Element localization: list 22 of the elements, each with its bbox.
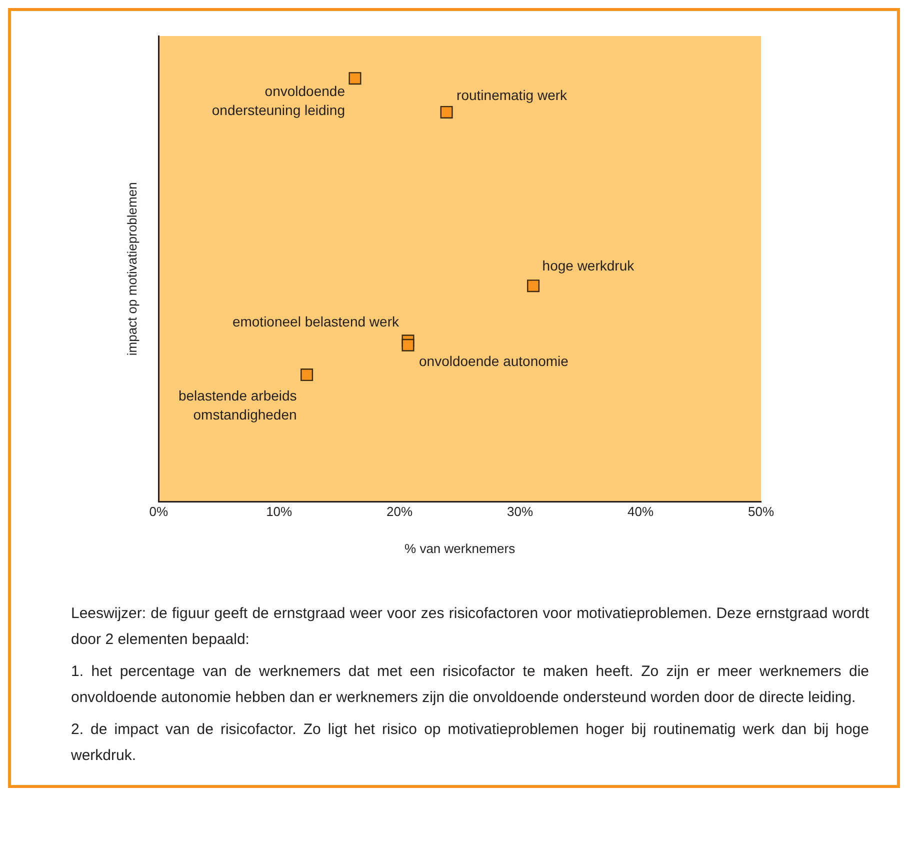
point: [300, 368, 314, 382]
x-tick-label: 40%: [628, 504, 654, 520]
text: 2. de impact van de risicofactor. Zo ligt het risico op motivatieproblemen hoger bij routinematig werk dan bij hoge werkdruk.: [71, 720, 869, 766]
x-tick-label: 20%: [386, 504, 414, 520]
y-axis-title: impact op motivatieproblemen: [124, 182, 140, 356]
point: [348, 72, 362, 85]
x-tick-label: 10%: [266, 504, 293, 520]
text: 1. het percentage van de werknemers dat met een risicofactor te maken heeft. Zo zijn er meer werknemers die onvoldoende autonomie hebben dan er werknemers zijn die onvoldoende ondersteund worden door de directe leiding.: [71, 662, 869, 708]
x-tick-label: 30%: [507, 504, 534, 520]
point: [440, 106, 453, 118]
annotation: onvoldoende autonomie: [418, 352, 569, 369]
annotation: routinematig werk: [456, 87, 568, 104]
x-tick-label: 0%: [149, 504, 168, 520]
x-tick-label: 50%: [748, 504, 774, 520]
annotation: emotioneel belastend werk: [232, 314, 400, 330]
annotation: onvoldoende ondersteuning leiding: [212, 83, 346, 118]
point: [527, 280, 540, 292]
annotation: hoge werkdruk: [542, 258, 636, 274]
x-axis-title: % van werknemers: [404, 540, 516, 556]
annotation: belastende arbeids omstandigheden: [178, 388, 297, 423]
text: Leeswijzer: de figuur geeft de ernstgraad weer voor zes risicofactoren voor motivatieproblemen. Deze ernstgraad wordt door 2 elementen bepaald:: [71, 604, 869, 650]
point: [402, 338, 414, 352]
